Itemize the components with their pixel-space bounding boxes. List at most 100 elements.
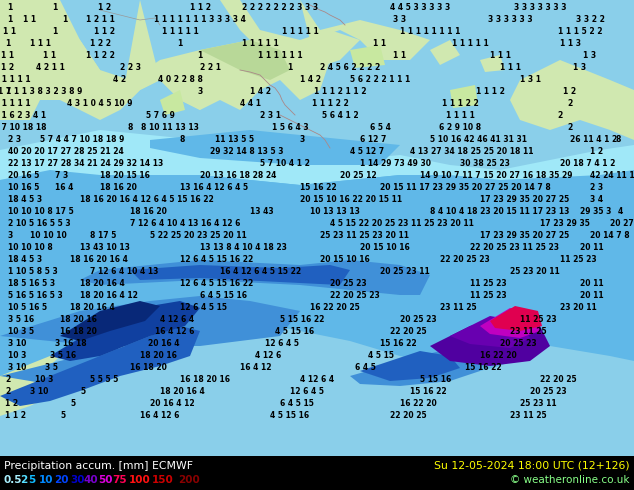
Text: 1 1: 1 1 [23, 16, 37, 24]
Text: 20 25 23: 20 25 23 [500, 340, 536, 348]
Text: 1 1 1 1 1: 1 1 1 1 1 [242, 40, 278, 49]
Text: 1 1 1 5 2 2: 1 1 1 5 2 2 [558, 27, 602, 36]
Text: 3 4: 3 4 [590, 196, 603, 204]
Text: 50: 50 [98, 475, 112, 486]
Text: 16 4 12 6: 16 4 12 6 [155, 327, 195, 337]
Text: 20 27 25: 20 27 25 [610, 220, 634, 228]
Text: 5 7 4 4 7 10 18 18 9: 5 7 4 4 7 10 18 18 9 [40, 136, 124, 145]
Text: 1 1 1: 1 1 1 [30, 40, 51, 49]
Text: 1: 1 [197, 51, 203, 60]
Polygon shape [80, 260, 430, 295]
Text: 1 14 29 73 49 30: 1 14 29 73 49 30 [360, 160, 431, 169]
Text: 12 6 4 5 15 16 22: 12 6 4 5 15 16 22 [180, 255, 253, 265]
Polygon shape [0, 0, 100, 120]
Text: 25 23 11: 25 23 11 [520, 399, 557, 409]
Text: 1 1 1 1: 1 1 1 1 [446, 112, 474, 121]
Text: 3 3 2 2: 3 3 2 2 [576, 16, 604, 24]
Text: 10 3 5: 10 3 5 [8, 327, 34, 337]
Text: 5 15 16 22: 5 15 16 22 [280, 316, 325, 324]
Text: 10 10 10 8 17 5: 10 10 10 8 17 5 [8, 207, 74, 217]
Text: 15 16 22: 15 16 22 [410, 388, 446, 396]
Bar [0, 456, 634, 490]
Text: 10 5 16 5: 10 5 16 5 [8, 303, 47, 313]
Text: 3 16 18: 3 16 18 [55, 340, 87, 348]
Text: 1 1 1 2 2: 1 1 1 2 2 [442, 99, 479, 108]
Text: 1 1 1 1 1: 1 1 1 1 1 [281, 27, 318, 36]
Text: 1 3: 1 3 [573, 64, 586, 73]
Text: 20 15 10 16: 20 15 10 16 [360, 244, 410, 252]
Text: 6 4 5: 6 4 5 [355, 364, 376, 372]
Text: 17 23 29 35 20 27 25: 17 23 29 35 20 27 25 [480, 231, 569, 241]
Text: 4 2 1 1: 4 2 1 1 [36, 64, 65, 73]
Text: 16 18 20: 16 18 20 [130, 364, 167, 372]
Text: 10 10 10: 10 10 10 [30, 231, 67, 241]
Text: 22 20 25 23: 22 20 25 23 [330, 292, 380, 300]
Text: 1 2 2: 1 2 2 [89, 40, 110, 49]
Text: 8 10 11 13 13: 8 10 11 13 13 [141, 123, 199, 132]
Text: 11 25 23: 11 25 23 [470, 279, 507, 289]
Text: 25 23 20 11: 25 23 20 11 [510, 268, 560, 276]
Text: 3 3: 3 3 [394, 16, 406, 24]
Text: 4 2: 4 2 [113, 75, 127, 84]
Text: 20 25 12: 20 25 12 [340, 172, 377, 180]
Polygon shape [130, 265, 350, 285]
Text: 1 4 2: 1 4 2 [250, 88, 271, 97]
Text: 3 3 3 3 3 3 3: 3 3 3 3 3 3 3 [514, 3, 566, 13]
Text: 40 20 20 17 27 28 25 21 24: 40 20 20 17 27 28 25 21 24 [8, 147, 124, 156]
Text: 22 20 25: 22 20 25 [390, 327, 427, 337]
Text: 200: 200 [178, 475, 200, 486]
Polygon shape [490, 306, 542, 331]
Text: 11 25 23: 11 25 23 [470, 292, 507, 300]
Text: 40: 40 [84, 475, 99, 486]
Text: 8: 8 [615, 136, 621, 145]
Text: 1 1: 1 1 [1, 51, 15, 60]
Text: 1 10 5 8 5 3: 1 10 5 8 5 3 [8, 268, 58, 276]
Text: 1 1 2: 1 1 2 [190, 3, 210, 13]
Text: 8 4 10 4 18 23 20 15 11 17 23 13: 8 4 10 4 18 23 20 15 11 17 23 13 [430, 207, 569, 217]
Text: 1 2: 1 2 [1, 64, 15, 73]
Text: 3: 3 [8, 231, 13, 241]
Text: 15 16 22: 15 16 22 [300, 183, 337, 193]
Text: 7 12 6 4 10 4 13 16 4 12 6: 7 12 6 4 10 4 13 16 4 12 6 [130, 220, 240, 228]
Text: 1 2: 1 2 [98, 3, 112, 13]
Text: 23 11 25: 23 11 25 [440, 303, 477, 313]
Text: 42 24 11 14 5 1 3: 42 24 11 14 5 1 3 [590, 172, 634, 180]
Text: 6 5 4: 6 5 4 [370, 123, 391, 132]
Text: 4 5 15 22 20 25 23 11 25 23 20 11: 4 5 15 22 20 25 23 11 25 23 20 11 [330, 220, 474, 228]
Text: 4 3 1 0 4 5 10 9: 4 3 1 0 4 5 10 9 [67, 99, 133, 108]
Text: 1 1 3: 1 1 3 [559, 40, 581, 49]
Polygon shape [300, 0, 430, 60]
Text: 15 16 22: 15 16 22 [465, 364, 501, 372]
Text: 13 13 8 4 10 4 18 23: 13 13 8 4 10 4 18 23 [200, 244, 287, 252]
Text: 6 4 5 15 16: 6 4 5 15 16 [200, 292, 247, 300]
Text: 17 23 29 35 20 27 25: 17 23 29 35 20 27 25 [480, 196, 569, 204]
Text: 5 6 4 1 2: 5 6 4 1 2 [321, 112, 358, 121]
Polygon shape [0, 170, 634, 300]
Text: 11 25 23: 11 25 23 [560, 255, 597, 265]
Polygon shape [350, 346, 490, 386]
Text: 5: 5 [70, 399, 75, 409]
Text: 11 13 5 5: 11 13 5 5 [215, 136, 254, 145]
Text: 4 4 1: 4 4 1 [240, 99, 261, 108]
Text: 18 4 5 3: 18 4 5 3 [8, 255, 42, 265]
Text: 18 20 16: 18 20 16 [140, 351, 177, 361]
Text: 1 3: 1 3 [583, 51, 597, 60]
Text: 20 16 5: 20 16 5 [8, 172, 39, 180]
Text: 5: 5 [80, 388, 85, 396]
Text: 18 16 20: 18 16 20 [100, 183, 137, 193]
Text: 2 3 3 2 1 6 2 3 4 1: 2 3 3 2 1 6 2 3 4 1 [0, 112, 46, 121]
Text: 3 10: 3 10 [30, 388, 48, 396]
Text: 4 12 6 4: 4 12 6 4 [160, 316, 194, 324]
Text: 20 25 23: 20 25 23 [530, 388, 567, 396]
Text: 1 1 1 1 1 1: 1 1 1 1 1 1 [0, 75, 30, 84]
Text: 18 20 16: 18 20 16 [60, 316, 97, 324]
Text: 2: 2 [5, 375, 10, 385]
Text: 1 5 6 4 3: 1 5 6 4 3 [272, 123, 308, 132]
Text: 25 23 11 25 23 20 11: 25 23 11 25 23 20 11 [320, 231, 409, 241]
Text: 1 2: 1 2 [5, 399, 18, 409]
Text: 1: 1 [178, 40, 183, 49]
Text: 0.5: 0.5 [4, 475, 22, 486]
Text: 4 13 27 34 18 25 25 20 18 11: 4 13 27 34 18 25 25 20 18 11 [410, 147, 533, 156]
Text: 2 3: 2 3 [8, 136, 21, 145]
Text: 2 3 1: 2 3 1 [259, 112, 280, 121]
